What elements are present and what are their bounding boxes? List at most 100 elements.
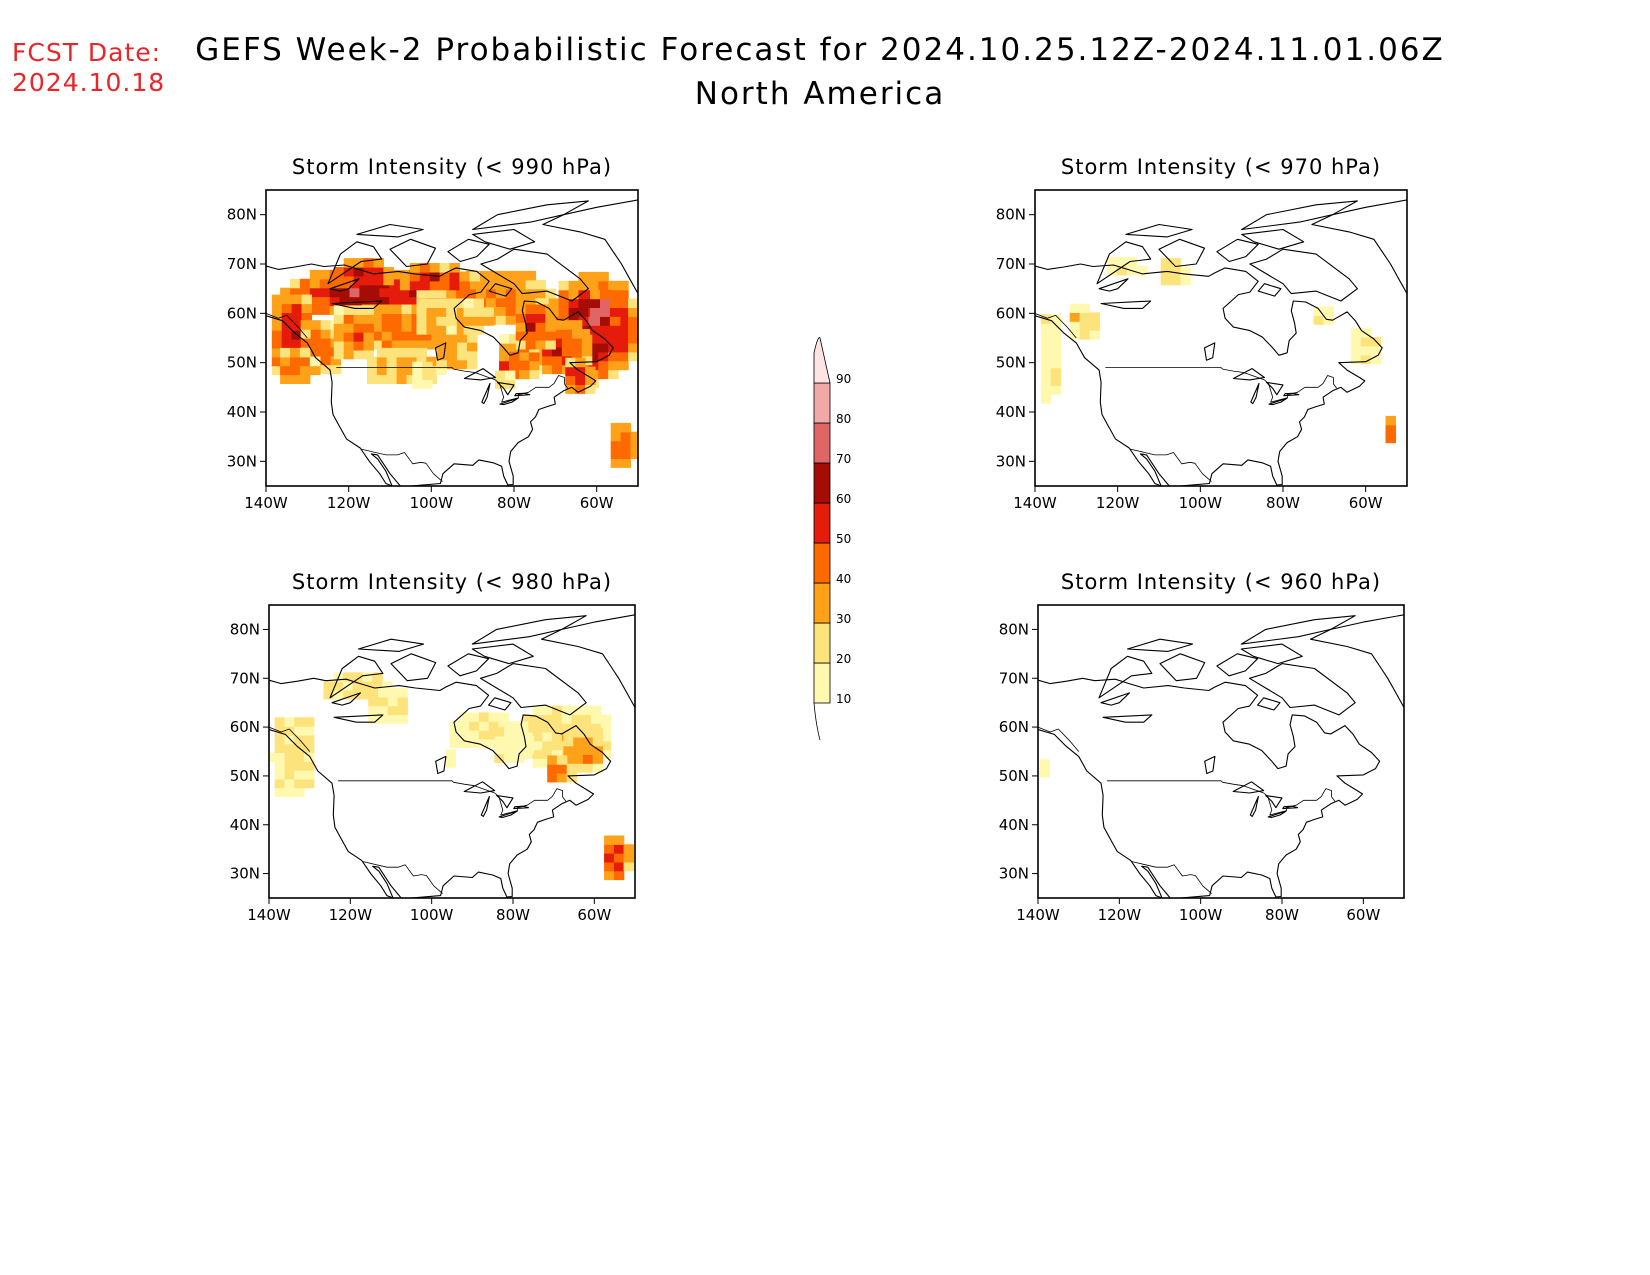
- island-coast: [480, 248, 589, 302]
- prob-cell: [466, 279, 477, 290]
- prob-cell: [552, 740, 563, 751]
- lake-outline: [1100, 300, 1152, 309]
- prob-cell: [522, 714, 534, 724]
- prob-cell: [573, 736, 584, 747]
- prob-cell: [522, 749, 534, 759]
- prob-cell: [469, 271, 480, 282]
- prob-cell: [485, 288, 497, 299]
- prob-cell: [363, 258, 374, 268]
- prob-cell: [1360, 337, 1372, 347]
- prob-cell: [598, 351, 609, 362]
- prob-cell: [588, 360, 599, 371]
- prob-cell: [339, 296, 351, 307]
- prob-cell: [406, 347, 417, 358]
- prob-cell: [485, 270, 497, 281]
- prob-cell: [333, 267, 345, 277]
- prob-cell: [447, 341, 458, 352]
- prob-cell: [515, 304, 527, 314]
- prob-cell: [373, 258, 384, 268]
- prob-cell: [281, 312, 293, 322]
- prob-cell: [552, 346, 563, 357]
- prob-cell: [436, 365, 447, 376]
- prob-cell: [329, 287, 341, 298]
- prob-cell: [545, 322, 556, 332]
- prob-cell: [556, 764, 568, 774]
- prob-cell: [613, 853, 625, 863]
- forecast-date-label: FCST Date: 2024.10.18: [12, 38, 165, 98]
- prob-cell: [1069, 303, 1081, 313]
- prob-cell: [463, 325, 475, 335]
- prob-cell: [608, 280, 619, 291]
- prob-cell: [525, 304, 537, 314]
- prob-cell: [610, 449, 622, 459]
- prob-cell: [291, 294, 303, 305]
- island-coast: [356, 223, 424, 238]
- prob-cell: [552, 749, 563, 759]
- prob-cell: [1350, 337, 1362, 347]
- prob-cell: [369, 287, 380, 298]
- panel-title: Storm Intensity (< 990 hPa): [292, 155, 612, 179]
- prob-cell: [618, 289, 629, 300]
- prob-cell: [376, 365, 388, 376]
- prob-cell: [284, 770, 295, 780]
- island-coast: [1159, 653, 1206, 682]
- prob-cell: [1040, 376, 1052, 386]
- lake-outline: [481, 382, 491, 405]
- prob-cell: [439, 263, 451, 273]
- prob-cell: [373, 275, 384, 286]
- prob-cell: [284, 717, 295, 727]
- prob-cell: [333, 314, 345, 324]
- prob-cell: [412, 370, 423, 381]
- prob-cell: [333, 690, 344, 700]
- prob-cell: [545, 288, 556, 299]
- prob-cell: [386, 347, 398, 358]
- prob-cell: [466, 341, 478, 352]
- prob-cell: [409, 263, 421, 273]
- prob-cell: [609, 307, 621, 317]
- prob-cell: [592, 754, 604, 764]
- prob-cell: [547, 773, 558, 783]
- prob-cell: [552, 723, 563, 733]
- prob-cell: [613, 844, 625, 854]
- prob-cell: [1050, 367, 1062, 378]
- prob-cell: [509, 342, 520, 353]
- prob-cell: [376, 374, 388, 384]
- greenland-coast: [542, 199, 638, 295]
- prob-cell: [561, 329, 573, 339]
- prob-cell: [578, 280, 589, 291]
- prob-cell: [504, 753, 515, 763]
- prob-cell: [532, 758, 543, 768]
- prob-cell: [604, 870, 615, 881]
- prob-cell: [609, 316, 621, 326]
- prob-cell: [391, 313, 403, 323]
- prob-cell: [379, 296, 390, 307]
- prob-cell: [446, 316, 457, 326]
- prob-cell: [542, 355, 553, 366]
- prob-cell: [290, 365, 301, 376]
- prob-cell: [509, 334, 520, 344]
- prob-cell: [515, 288, 527, 299]
- prob-cell: [389, 269, 400, 280]
- prob-cell: [319, 287, 331, 298]
- prob-cell: [379, 287, 390, 298]
- colorbar-segment: [813, 502, 831, 544]
- prob-cell: [363, 275, 374, 286]
- prob-cell: [271, 330, 283, 340]
- prob-cell: [1040, 323, 1052, 333]
- colorbar-label: 30: [836, 612, 851, 626]
- lat-tick-label: 60N: [996, 304, 1026, 322]
- prob-cell: [582, 728, 594, 738]
- colorbar-label: 40: [836, 572, 851, 586]
- prob-cell: [1350, 345, 1362, 356]
- prob-cell: [391, 304, 403, 314]
- lon-tick-label: 140W: [1016, 906, 1060, 924]
- prob-cell: [505, 270, 517, 281]
- prob-cell: [459, 712, 470, 722]
- prob-cell: [1180, 267, 1191, 277]
- prob-cell: [457, 350, 468, 361]
- prob-cell: [353, 349, 365, 360]
- prob-cell: [362, 690, 373, 700]
- lat-tick-label: 80N: [230, 620, 260, 638]
- prob-cell: [284, 787, 295, 797]
- prob-cell: [416, 316, 427, 326]
